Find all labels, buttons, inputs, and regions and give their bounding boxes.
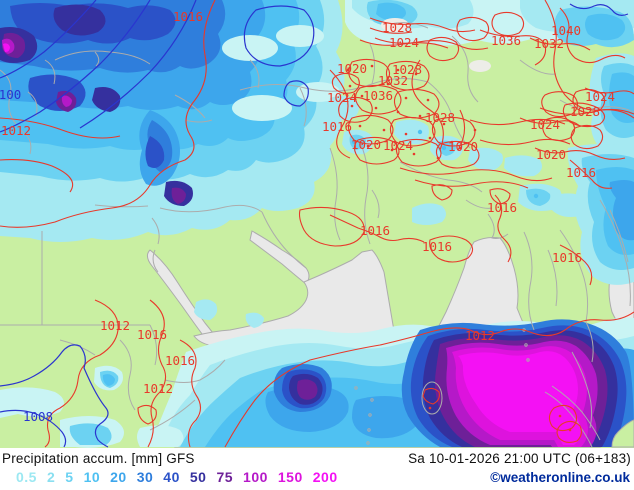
legend-value-50: 50 bbox=[189, 469, 207, 485]
map-canvas bbox=[0, 0, 634, 448]
isobar-specks bbox=[346, 64, 572, 432]
legend-value-75: 75 bbox=[216, 469, 234, 485]
precipitation-map[interactable]: 1016 1028 1024 1036 1032 1040 1020 1028 1032 1024… bbox=[0, 0, 634, 448]
legend-value-20: 20 bbox=[110, 469, 127, 485]
precipitation-layer bbox=[0, 0, 634, 448]
legend-value-40: 40 bbox=[163, 469, 180, 485]
legend-value-5: 5 bbox=[65, 469, 74, 485]
legend-value-150: 150 bbox=[277, 469, 303, 485]
footer-row-2: 0.5 2 5 10 20 30 40 50 75 100 150 200 ©weatheronlin… bbox=[0, 469, 634, 485]
borders-layer bbox=[0, 22, 634, 448]
footer-row-1: Precipitation accum. [mm] GFS Sa 10-01-2… bbox=[0, 451, 634, 466]
legend-value-10: 10 bbox=[83, 469, 101, 485]
map-title: Precipitation accum. [mm] GFS bbox=[2, 451, 195, 466]
isobars-red-layer bbox=[0, 0, 634, 448]
legend-value-2: 2 bbox=[46, 469, 56, 485]
map-datetime: Sa 10-01-2026 21:00 UTC (06+183) bbox=[408, 451, 631, 466]
isobars-blue-layer bbox=[0, 0, 629, 448]
legend-value-30: 30 bbox=[136, 469, 154, 485]
legend-value-100: 100 bbox=[243, 469, 268, 485]
copyright-link[interactable]: ©weatheronline.co.uk bbox=[490, 470, 630, 485]
footer-bar: Precipitation accum. [mm] GFS Sa 10-01-2… bbox=[0, 448, 634, 490]
legend-scale: 0.5 2 5 10 20 30 40 50 75 100 150 200 bbox=[16, 469, 338, 485]
legend-value-0.5: 0.5 bbox=[16, 469, 37, 485]
legend-value-200: 200 bbox=[312, 469, 338, 485]
